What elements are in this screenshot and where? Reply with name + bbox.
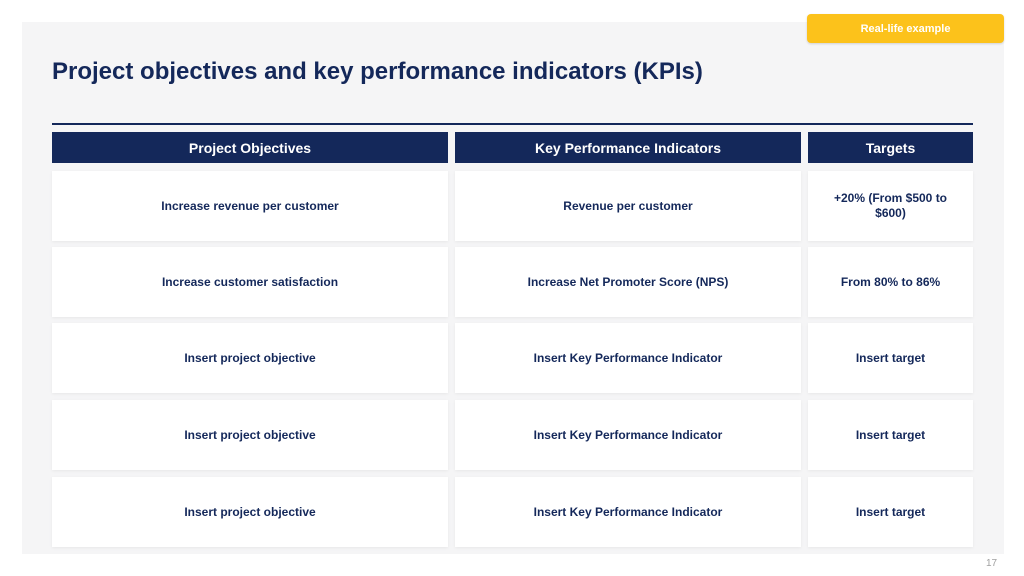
kpi-cell: Insert Key Performance Indicator <box>455 400 801 470</box>
target-cell: Insert target <box>808 477 973 547</box>
objective-cell: Increase revenue per customer <box>52 171 448 241</box>
title-divider <box>52 123 973 125</box>
kpi-cell: Insert Key Performance Indicator <box>455 477 801 547</box>
kpi-cell: Insert Key Performance Indicator <box>455 323 801 393</box>
header-key-performance-indicators: Key Performance Indicators <box>455 132 801 163</box>
kpi-cell: Revenue per customer <box>455 171 801 241</box>
objective-cell: Insert project objective <box>52 323 448 393</box>
target-cell: From 80% to 86% <box>808 247 973 317</box>
objective-cell: Insert project objective <box>52 477 448 547</box>
page-number: 17 <box>986 558 998 569</box>
target-cell: +20% (From $500 to $600) <box>808 171 973 241</box>
objective-cell: Increase customer satisfaction <box>52 247 448 317</box>
kpi-cell: Increase Net Promoter Score (NPS) <box>455 247 801 317</box>
target-cell: Insert target <box>808 400 973 470</box>
real-life-example-badge: Real-life example <box>807 14 1004 43</box>
header-targets: Targets <box>808 132 973 163</box>
page-title: Project objectives and key performance i… <box>52 58 703 85</box>
header-project-objectives: Project Objectives <box>52 132 448 163</box>
target-cell: Insert target <box>808 323 973 393</box>
objective-cell: Insert project objective <box>52 400 448 470</box>
